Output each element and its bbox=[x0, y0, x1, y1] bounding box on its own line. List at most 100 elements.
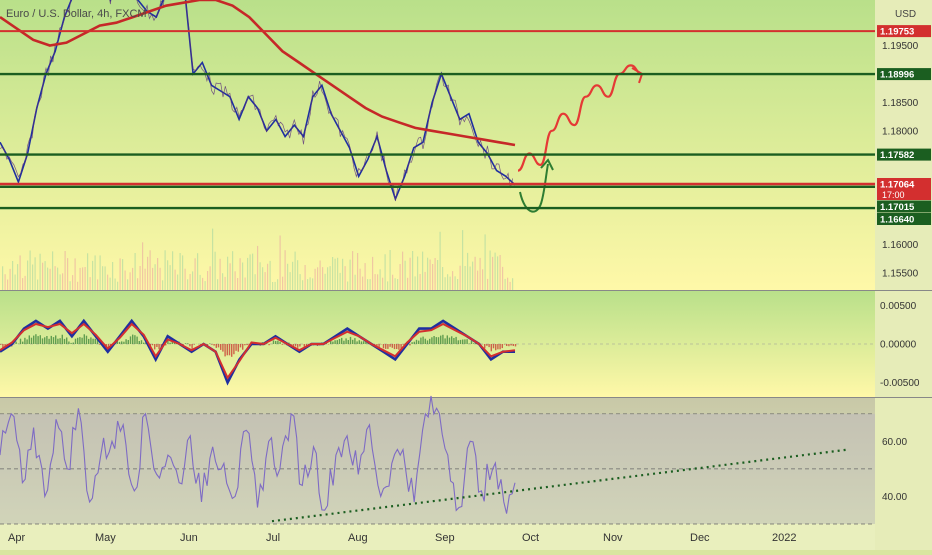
volume-bar bbox=[235, 271, 236, 290]
histogram-bar bbox=[502, 344, 503, 348]
volume-bar bbox=[215, 252, 216, 290]
volume-bar bbox=[232, 251, 233, 290]
price-tick-label: 1.16000 bbox=[882, 240, 919, 251]
volume-bar bbox=[70, 281, 71, 290]
volume-bar bbox=[180, 253, 181, 290]
volume-bar bbox=[137, 278, 138, 290]
histogram-bar bbox=[427, 340, 428, 344]
volume-bar bbox=[222, 273, 223, 290]
volume-bar bbox=[362, 277, 363, 290]
level-label-text: 1.17015 bbox=[880, 202, 915, 213]
volume-bar bbox=[345, 266, 346, 290]
volume-bar bbox=[407, 278, 408, 290]
histogram-bar bbox=[48, 339, 49, 344]
histogram-bar bbox=[136, 337, 137, 344]
histogram-bar bbox=[458, 340, 459, 344]
volume-bar bbox=[310, 277, 311, 290]
volume-bar bbox=[445, 277, 446, 290]
histogram-bar bbox=[191, 344, 192, 349]
histogram-bar bbox=[414, 342, 415, 344]
histogram-bar bbox=[337, 340, 338, 344]
time-tick-label: Oct bbox=[522, 532, 539, 544]
volume-bar bbox=[272, 282, 273, 290]
histogram-bar bbox=[194, 344, 195, 345]
volume-bar bbox=[462, 230, 463, 290]
volume-bar bbox=[275, 282, 276, 290]
histogram-bar bbox=[59, 338, 60, 344]
volume-bar bbox=[100, 255, 101, 290]
histogram-bar bbox=[121, 341, 122, 344]
volume-bar bbox=[492, 257, 493, 290]
volume-bar bbox=[487, 279, 488, 290]
histogram-bar bbox=[123, 342, 124, 344]
histogram-bar bbox=[295, 344, 296, 346]
volume-bar bbox=[340, 273, 341, 290]
histogram-bar bbox=[158, 344, 159, 349]
volume-bar bbox=[157, 258, 158, 290]
volume-bar bbox=[337, 258, 338, 290]
volume-bar bbox=[347, 282, 348, 291]
volume-bar bbox=[52, 251, 53, 290]
volume-bar bbox=[10, 269, 11, 290]
histogram-bar bbox=[495, 344, 496, 350]
volume-bar bbox=[430, 260, 431, 291]
histogram-bar bbox=[64, 339, 65, 344]
volume-bar bbox=[460, 266, 461, 290]
volume-bar bbox=[472, 262, 473, 290]
volume-bar bbox=[75, 258, 76, 290]
histogram-bar bbox=[510, 344, 511, 346]
histogram-bar bbox=[356, 341, 357, 344]
volume-bar bbox=[357, 253, 358, 290]
histogram-bar bbox=[499, 344, 500, 349]
level-sublabel-text: 17:00 bbox=[882, 190, 905, 200]
volume-bar bbox=[152, 268, 153, 290]
histogram-bar bbox=[224, 344, 225, 356]
time-tick-label: Jul bbox=[266, 532, 280, 544]
volume-bar bbox=[82, 267, 83, 290]
price-tick-label: 1.19500 bbox=[882, 41, 919, 52]
histogram-bar bbox=[240, 344, 241, 347]
level-label-text: 1.19753 bbox=[880, 27, 914, 38]
histogram-bar bbox=[57, 339, 58, 344]
currency-label: USD bbox=[895, 9, 916, 20]
histogram-bar bbox=[31, 338, 32, 344]
histogram-bar bbox=[422, 337, 423, 344]
histogram-bar bbox=[81, 338, 82, 344]
price-tick-label: 1.18000 bbox=[882, 126, 919, 137]
volume-bar bbox=[32, 265, 33, 291]
time-tick-label: Dec bbox=[690, 532, 710, 544]
volume-bar bbox=[475, 257, 476, 290]
histogram-bar bbox=[449, 338, 450, 344]
volume-bar bbox=[105, 266, 106, 290]
volume-bar bbox=[447, 274, 448, 290]
volume-bar bbox=[7, 280, 8, 291]
volume-bar bbox=[495, 253, 496, 290]
volume-bar bbox=[242, 263, 243, 291]
histogram-bar bbox=[460, 340, 461, 344]
volume-bar bbox=[510, 282, 511, 290]
histogram-bar bbox=[216, 344, 217, 348]
volume-bar bbox=[297, 260, 298, 290]
histogram-bar bbox=[447, 335, 448, 344]
volume-bar bbox=[127, 279, 128, 290]
volume-bar bbox=[130, 272, 131, 290]
volume-bar bbox=[330, 266, 331, 290]
histogram-bar bbox=[279, 342, 280, 344]
histogram-bar bbox=[436, 337, 437, 344]
volume-bar bbox=[315, 269, 316, 290]
volume-bar bbox=[132, 268, 133, 290]
histogram-bar bbox=[187, 343, 188, 344]
histogram-bar bbox=[44, 337, 45, 344]
volume-bar bbox=[245, 278, 246, 291]
volume-bar bbox=[145, 269, 146, 290]
histogram-bar bbox=[15, 342, 16, 344]
histogram-bar bbox=[227, 344, 228, 355]
volume-bar bbox=[197, 253, 198, 290]
volume-bar bbox=[482, 269, 483, 290]
level-label-text: 1.16640 bbox=[880, 215, 914, 226]
histogram-bar bbox=[453, 338, 454, 344]
histogram-bar bbox=[26, 339, 27, 344]
histogram-bar bbox=[493, 344, 494, 348]
volume-bar bbox=[467, 253, 468, 290]
